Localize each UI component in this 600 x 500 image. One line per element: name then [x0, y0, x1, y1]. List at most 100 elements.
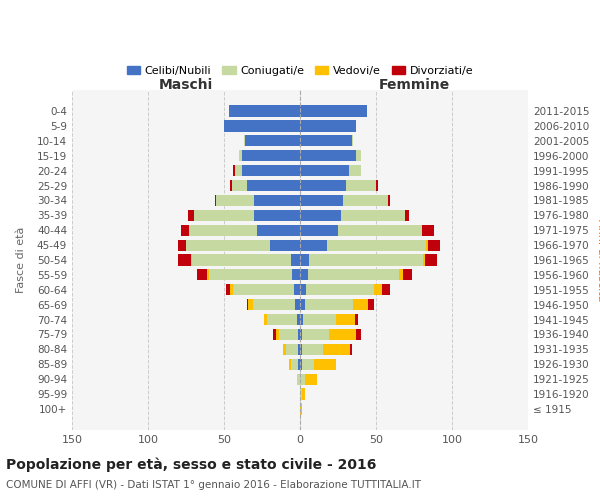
Bar — [292, 270, 300, 280]
Bar — [300, 314, 303, 325]
Bar — [295, 299, 300, 310]
Bar — [186, 240, 269, 250]
Bar — [232, 180, 247, 191]
Bar — [300, 284, 306, 296]
Bar — [300, 344, 302, 355]
Bar — [279, 329, 298, 340]
Bar — [300, 254, 309, 266]
Bar — [341, 210, 405, 221]
Bar — [300, 240, 328, 250]
Bar — [309, 254, 423, 266]
Bar — [178, 240, 186, 250]
Bar — [306, 284, 374, 296]
Bar — [355, 314, 358, 325]
Bar — [209, 270, 292, 280]
Bar — [343, 195, 388, 206]
Bar — [192, 254, 291, 266]
Bar — [191, 254, 192, 266]
Bar — [217, 195, 254, 206]
Bar — [194, 210, 254, 221]
Bar — [263, 314, 266, 325]
Bar — [305, 299, 353, 310]
Bar — [298, 358, 300, 370]
Bar — [300, 195, 343, 206]
Bar — [308, 270, 399, 280]
Bar — [300, 374, 305, 385]
Bar — [303, 314, 337, 325]
Bar — [254, 210, 300, 221]
Bar — [245, 135, 300, 146]
Bar — [291, 358, 298, 370]
Bar — [257, 224, 300, 236]
Bar — [224, 120, 300, 132]
Bar — [323, 344, 350, 355]
Bar — [300, 180, 346, 191]
Bar — [300, 210, 341, 221]
Bar — [248, 299, 253, 310]
Bar — [426, 240, 428, 250]
Bar — [374, 284, 382, 296]
Text: Femmine: Femmine — [379, 78, 449, 92]
Bar — [286, 344, 298, 355]
Bar — [242, 165, 300, 176]
Bar — [229, 106, 300, 117]
Bar — [181, 224, 189, 236]
Bar — [423, 254, 425, 266]
Bar — [368, 299, 374, 310]
Bar — [300, 135, 352, 146]
Bar — [329, 329, 356, 340]
Bar — [272, 329, 275, 340]
Bar — [300, 388, 302, 400]
Bar — [294, 284, 300, 296]
Bar — [300, 404, 302, 414]
Bar — [215, 195, 217, 206]
Bar — [244, 135, 245, 146]
Bar — [356, 329, 361, 340]
Bar — [328, 240, 426, 250]
Bar — [388, 195, 389, 206]
Bar — [230, 180, 232, 191]
Bar — [356, 150, 361, 162]
Bar — [253, 299, 295, 310]
Bar — [405, 210, 409, 221]
Y-axis label: Anni di nascita: Anni di nascita — [596, 219, 600, 301]
Bar — [197, 270, 207, 280]
Bar — [300, 329, 302, 340]
Bar — [242, 150, 300, 162]
Bar — [302, 358, 314, 370]
Bar — [314, 358, 337, 370]
Bar — [233, 165, 235, 176]
Bar — [399, 270, 403, 280]
Bar — [289, 358, 291, 370]
Bar — [239, 150, 242, 162]
Bar — [346, 180, 376, 191]
Bar — [422, 224, 434, 236]
Bar — [254, 195, 300, 206]
Bar — [233, 284, 294, 296]
Bar — [291, 254, 300, 266]
Bar — [305, 374, 317, 385]
Bar — [178, 254, 191, 266]
Bar — [302, 329, 329, 340]
Bar — [403, 270, 412, 280]
Bar — [349, 165, 361, 176]
Bar — [230, 284, 233, 296]
Bar — [207, 270, 209, 280]
Bar — [300, 150, 356, 162]
Bar — [337, 314, 355, 325]
Bar — [300, 358, 302, 370]
Text: Maschi: Maschi — [159, 78, 213, 92]
Y-axis label: Fasce di età: Fasce di età — [16, 227, 26, 293]
Bar — [302, 344, 323, 355]
Bar — [266, 314, 297, 325]
Legend: Celibi/Nubili, Coniugati/e, Vedovi/e, Divorziati/e: Celibi/Nubili, Coniugati/e, Vedovi/e, Di… — [122, 62, 478, 80]
Bar — [300, 299, 305, 310]
Bar — [338, 224, 422, 236]
Bar — [428, 240, 440, 250]
Bar — [300, 120, 356, 132]
Bar — [247, 299, 248, 310]
Bar — [300, 270, 308, 280]
Bar — [275, 329, 279, 340]
Text: COMUNE DI AFFI (VR) - Dati ISTAT 1° gennaio 2016 - Elaborazione TUTTITALIA.IT: COMUNE DI AFFI (VR) - Dati ISTAT 1° genn… — [6, 480, 421, 490]
Bar — [376, 180, 377, 191]
